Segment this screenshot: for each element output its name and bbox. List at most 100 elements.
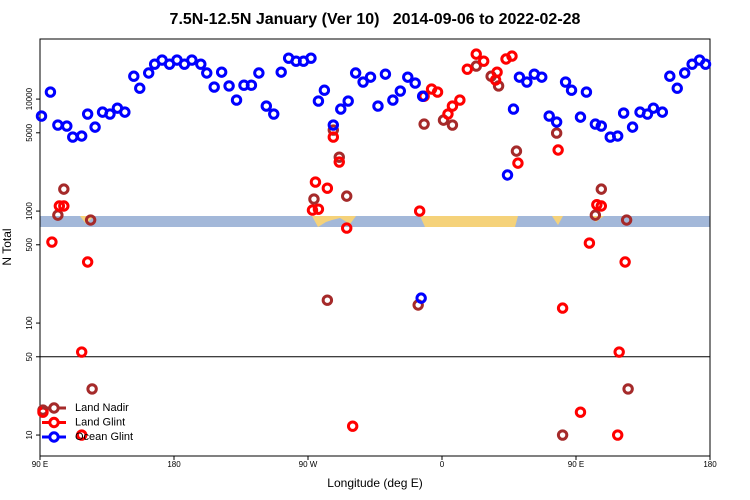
data-point — [119, 106, 131, 118]
legend-label: Land Nadir — [75, 402, 129, 414]
data-point — [364, 71, 377, 83]
data-point — [521, 76, 533, 88]
data-point — [333, 151, 345, 163]
legend-marker — [48, 431, 60, 443]
data-point — [53, 200, 66, 212]
data-point — [595, 200, 608, 212]
data-point — [387, 94, 399, 106]
data-point — [58, 183, 70, 195]
data-point — [470, 48, 482, 60]
data-point — [142, 67, 155, 79]
x-tick-label: 90 W — [299, 460, 318, 469]
data-point — [671, 82, 683, 94]
data-point — [454, 94, 466, 106]
y-tick-label: 10000 — [25, 87, 34, 110]
y-tick-label: 1000 — [25, 202, 34, 220]
legend-label: Land Glint — [75, 416, 125, 428]
y-tick-label: 500 — [25, 238, 34, 252]
legend-label: Ocean Glint — [75, 431, 133, 443]
data-point — [552, 144, 564, 156]
data-point — [275, 66, 287, 78]
data-point — [506, 50, 518, 62]
data-point — [75, 346, 88, 358]
data-point — [372, 100, 384, 112]
x-tick-label: 90 E — [32, 460, 48, 469]
data-point — [620, 214, 633, 226]
data-point — [611, 429, 624, 441]
data-point — [415, 292, 427, 304]
data-point — [104, 108, 116, 120]
data-point — [656, 106, 669, 118]
data-point — [699, 58, 712, 70]
data-point — [44, 86, 57, 98]
data-point — [491, 66, 503, 78]
data-point — [589, 118, 602, 130]
x-tick-label: 90 E — [568, 460, 584, 469]
y-tick-label: 10 — [25, 430, 34, 439]
map-strip — [40, 216, 710, 227]
data-point — [477, 55, 490, 67]
data-point — [230, 94, 243, 106]
data-point — [349, 67, 362, 79]
data-point — [413, 205, 426, 217]
data-point — [245, 79, 258, 91]
data-point — [595, 120, 608, 132]
x-tick-label: 180 — [703, 460, 717, 469]
data-point — [52, 209, 64, 221]
data-point — [128, 70, 140, 82]
data-point — [641, 108, 654, 120]
data-point — [678, 67, 691, 79]
data-point — [309, 176, 322, 188]
data-point — [305, 52, 317, 64]
data-point — [550, 127, 563, 139]
legend-marker — [48, 402, 60, 414]
data-point — [341, 190, 353, 202]
data-point — [507, 103, 520, 115]
data-point — [617, 107, 630, 119]
data-point — [626, 121, 639, 133]
data-point — [321, 294, 334, 306]
data-point — [215, 66, 228, 78]
data-point — [446, 100, 459, 112]
data-point — [595, 183, 608, 195]
data-point — [75, 429, 88, 441]
data-point — [186, 54, 198, 66]
data-point — [574, 111, 587, 123]
y-tick-label: 5000 — [25, 123, 34, 141]
data-point — [81, 256, 94, 268]
data-point — [442, 108, 454, 120]
data-point — [312, 95, 325, 107]
data-point — [201, 67, 213, 79]
data-point — [306, 204, 319, 216]
data-point — [580, 86, 593, 98]
data-point — [461, 63, 474, 75]
data-point — [536, 71, 548, 83]
data-point — [75, 130, 88, 142]
data-point — [510, 145, 523, 157]
data-point — [253, 67, 265, 79]
y-tick-label: 100 — [25, 316, 34, 330]
data-point — [335, 103, 347, 115]
data-point — [346, 420, 359, 432]
data-point — [312, 203, 325, 215]
y-tick-label: 50 — [25, 352, 34, 361]
data-point — [619, 256, 631, 268]
data-point — [664, 70, 676, 82]
data-point — [268, 108, 280, 120]
data-point — [89, 121, 101, 133]
data-point — [58, 200, 70, 212]
data-point — [84, 214, 97, 226]
data-point — [321, 182, 334, 194]
data-point — [583, 237, 596, 249]
data-point — [589, 209, 602, 221]
data-point — [342, 95, 354, 107]
data-point — [418, 118, 430, 130]
data-point — [260, 100, 273, 112]
data-point — [318, 84, 331, 96]
plot-frame — [39, 38, 711, 457]
data-point — [416, 90, 429, 102]
data-point — [61, 120, 73, 132]
data-point — [611, 130, 624, 142]
data-point — [565, 84, 578, 96]
